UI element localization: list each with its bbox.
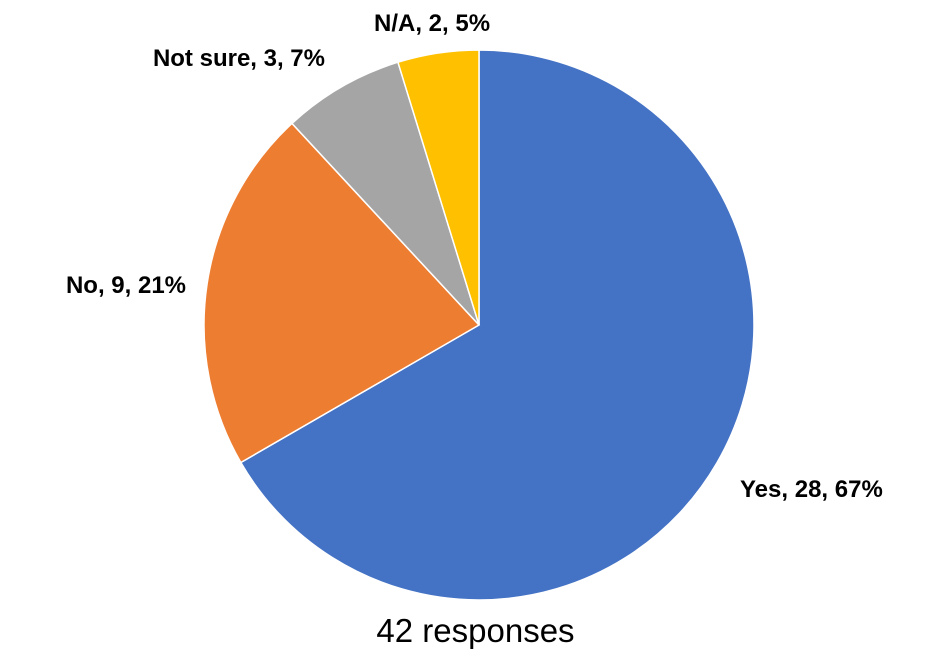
pie-slice-yes bbox=[239, 49, 755, 601]
pie-labels: Yes, 28, 67% No, 9, 21% Not sure, 3, 7% N/A… bbox=[66, 10, 883, 503]
pie-slice-n-a bbox=[397, 49, 480, 326]
pie-slice-no bbox=[203, 122, 481, 464]
slice-label-no: No, 9, 21% bbox=[66, 272, 186, 299]
slice-label-n-a: N/A, 2, 5% bbox=[374, 10, 490, 37]
pie-slice-not-sure bbox=[290, 61, 480, 326]
responses-caption: 42 responses bbox=[376, 612, 575, 649]
pie-slices bbox=[203, 49, 755, 601]
slice-label-not-sure: Not sure, 3, 7% bbox=[153, 45, 325, 72]
slice-label-yes: Yes, 28, 67% bbox=[740, 476, 883, 503]
